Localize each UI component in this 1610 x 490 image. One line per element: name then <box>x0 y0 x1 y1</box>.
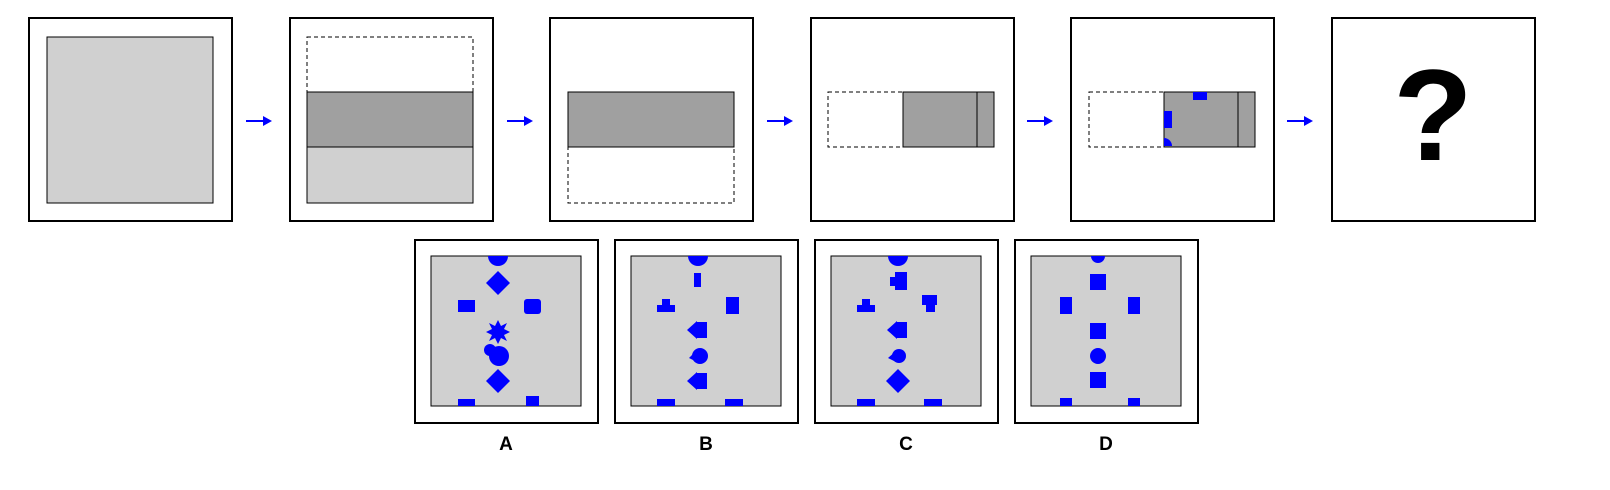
arrow-right-icon <box>246 116 272 126</box>
step-1-unfolded-square <box>28 17 233 222</box>
step-5-punched-holes <box>1070 17 1275 222</box>
folded-away-outline <box>567 146 735 204</box>
folded-strip <box>567 91 735 148</box>
holes <box>458 256 541 406</box>
option-a[interactable]: A <box>414 239 599 455</box>
folded-away-outline <box>1088 91 1165 148</box>
arrow-right-icon <box>507 116 533 126</box>
folded-flap <box>306 91 474 148</box>
option-label: D <box>1099 434 1113 455</box>
folded-away-outline <box>827 91 904 148</box>
option-b[interactable]: B <box>614 239 799 455</box>
holes <box>1060 256 1140 406</box>
option-label: B <box>699 434 713 455</box>
arrow-right-icon <box>767 116 793 126</box>
option-c[interactable]: C <box>814 239 999 455</box>
arrow-right-icon <box>1027 116 1053 126</box>
step-frame <box>1331 17 1536 222</box>
step-2-fold-top-down <box>289 17 494 222</box>
step-6-unknown-result: ? <box>1331 17 1536 222</box>
question-mark: ? <box>1393 42 1472 188</box>
holes <box>857 256 942 406</box>
option-label: C <box>899 434 913 455</box>
answer-options: A B <box>414 239 1199 455</box>
folded-block <box>902 91 995 148</box>
folded-block <box>1163 91 1256 148</box>
hole-rectangle <box>1164 111 1172 128</box>
option-label: A <box>499 434 513 455</box>
option-d[interactable]: D <box>1014 239 1199 455</box>
hole-half-circle <box>1164 138 1172 146</box>
holes <box>657 256 743 406</box>
folding-sequence: ? <box>28 17 1536 222</box>
step-4-fold-left-right <box>810 17 1015 222</box>
step-3-folded-strip <box>549 17 754 222</box>
hole-rectangle <box>1193 92 1207 100</box>
paper-lower-part <box>306 146 474 204</box>
paper-sheet <box>46 36 214 204</box>
arrow-right-icon <box>1287 116 1313 126</box>
